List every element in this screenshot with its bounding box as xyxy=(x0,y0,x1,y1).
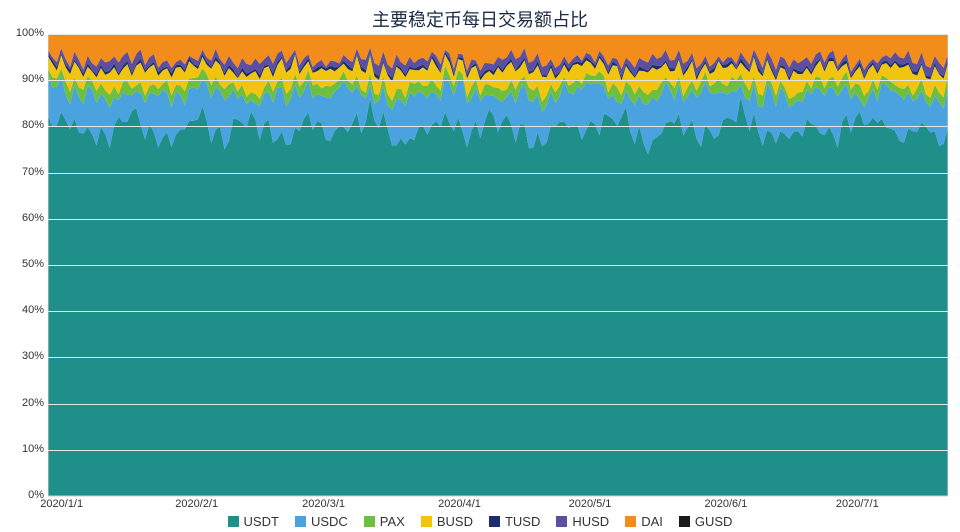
legend-label: PAX xyxy=(380,514,405,529)
legend-label: USDT xyxy=(244,514,279,529)
y-tick-label: 20% xyxy=(22,397,44,409)
legend-item-usdt: USDT xyxy=(228,514,279,529)
y-tick-label: 50% xyxy=(22,258,44,270)
legend-swatch xyxy=(364,516,375,527)
legend-item-husd: HUSD xyxy=(556,514,609,529)
gridline xyxy=(48,357,948,358)
legend-item-busd: BUSD xyxy=(421,514,473,529)
chart-container: 主要稳定币每日交易额占比 0%10%20%30%40%50%60%70%80%9… xyxy=(0,0,960,532)
y-tick-label: 10% xyxy=(22,443,44,455)
y-tick-label: 100% xyxy=(16,27,44,39)
legend-label: TUSD xyxy=(505,514,540,529)
x-tick-label: 2020/3/1 xyxy=(302,498,345,510)
legend-item-usdc: USDC xyxy=(295,514,348,529)
legend-swatch xyxy=(679,516,690,527)
x-tick-label: 2020/4/1 xyxy=(438,498,481,510)
legend-swatch xyxy=(489,516,500,527)
gridline xyxy=(48,265,948,266)
legend-item-dai: DAI xyxy=(625,514,663,529)
legend-label: USDC xyxy=(311,514,348,529)
x-tick-label: 2020/6/1 xyxy=(704,498,747,510)
y-tick-label: 70% xyxy=(22,166,44,178)
x-tick-label: 2020/5/1 xyxy=(569,498,612,510)
legend-swatch xyxy=(625,516,636,527)
legend-label: DAI xyxy=(641,514,663,529)
gridline xyxy=(48,404,948,405)
gridline xyxy=(48,311,948,312)
y-tick-label: 30% xyxy=(22,350,44,362)
x-tick-label: 2020/1/1 xyxy=(40,498,83,510)
legend-swatch xyxy=(228,516,239,527)
gridline xyxy=(48,34,948,35)
legend-swatch xyxy=(295,516,306,527)
y-tick-label: 40% xyxy=(22,304,44,316)
legend-item-gusd: GUSD xyxy=(679,514,733,529)
legend-item-pax: PAX xyxy=(364,514,405,529)
x-tick-label: 2020/2/1 xyxy=(175,498,218,510)
gridline xyxy=(48,496,948,497)
gridline xyxy=(48,126,948,127)
gridline xyxy=(48,450,948,451)
legend-label: HUSD xyxy=(572,514,609,529)
legend-item-tusd: TUSD xyxy=(489,514,540,529)
legend-label: BUSD xyxy=(437,514,473,529)
area-usdt xyxy=(48,97,948,496)
chart-title: 主要稳定币每日交易额占比 xyxy=(0,6,960,32)
legend-swatch xyxy=(421,516,432,527)
legend-swatch xyxy=(556,516,567,527)
y-tick-label: 90% xyxy=(22,73,44,85)
gridline xyxy=(48,173,948,174)
x-tick-label: 2020/7/1 xyxy=(836,498,879,510)
legend: USDT USDC PAX BUSD TUSD HUSD DAI GUSD xyxy=(0,514,960,532)
y-tick-label: 80% xyxy=(22,119,44,131)
legend-label: GUSD xyxy=(695,514,733,529)
y-tick-label: 60% xyxy=(22,212,44,224)
gridline xyxy=(48,219,948,220)
gridline xyxy=(48,80,948,81)
